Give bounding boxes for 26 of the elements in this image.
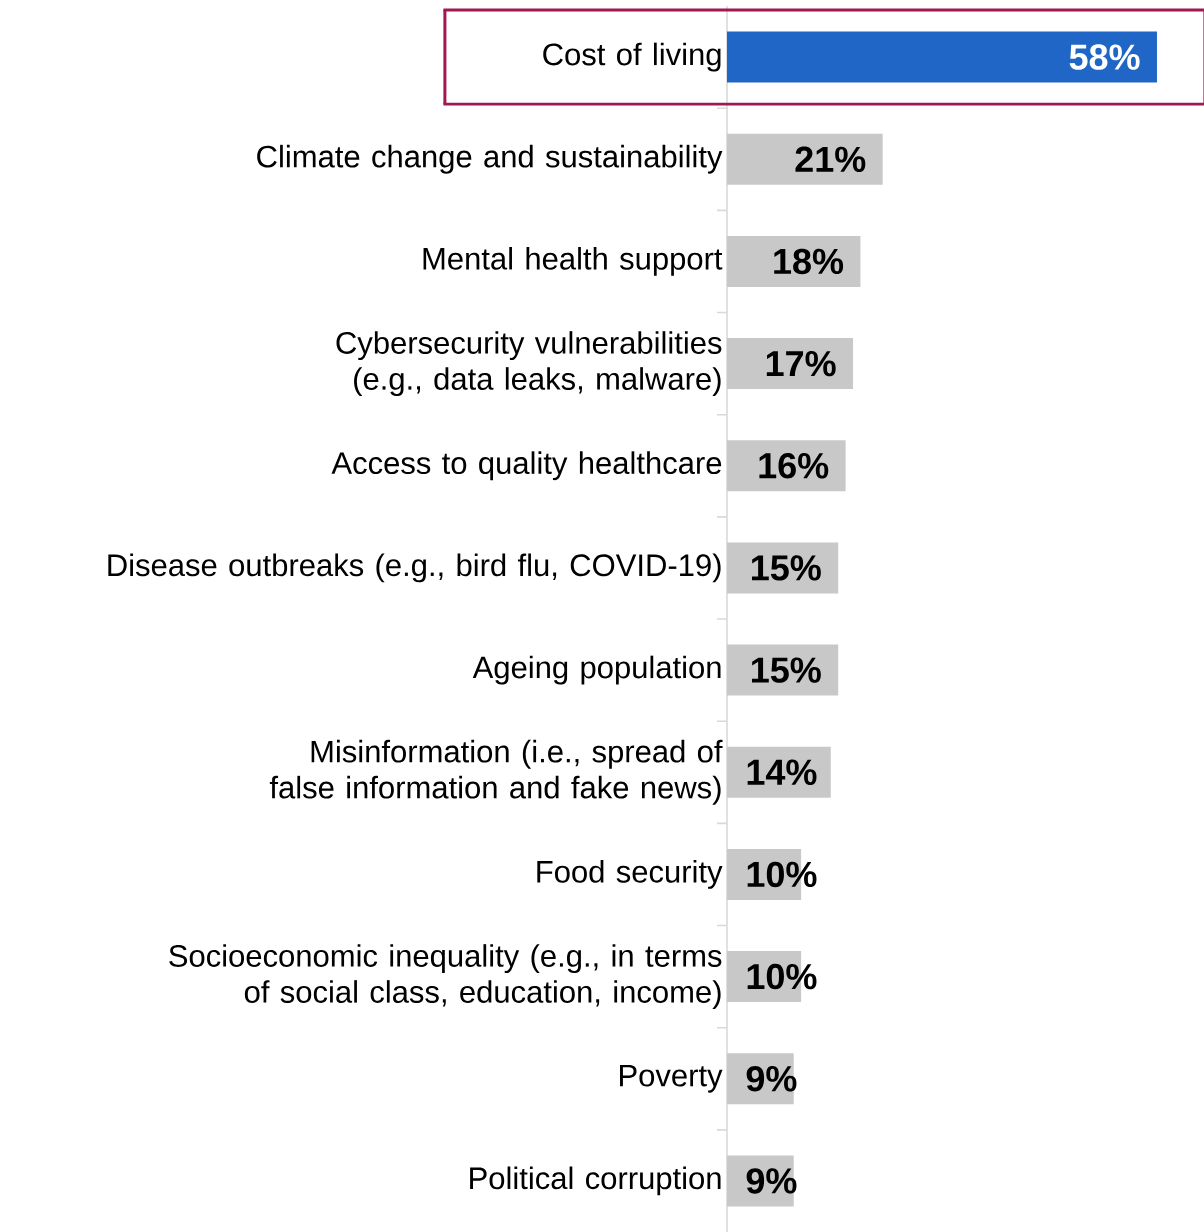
y-tick-label: Misinformation (i.e., spread of false information and fake news) [269, 739, 723, 805]
y-tick-label: Ageing population [472, 655, 721, 685]
data-label: 58% [1069, 44, 1140, 70]
y-tick-label: Access to quality healthcare [331, 451, 722, 481]
y-tick-label: Climate change and sustainability [257, 144, 723, 174]
data-label: 9% [746, 1168, 797, 1194]
y-tick-label: Socioeconomic inequality (e.g., in terms of social class, education, income) [169, 944, 722, 1010]
data-label: 10% [747, 963, 817, 990]
y-tick-label: Mental health support [423, 246, 723, 276]
bar [726, 133, 883, 185]
data-label: 18% [774, 248, 844, 275]
data-label: 16% [759, 453, 829, 479]
data-label: 15% [752, 657, 821, 683]
y-tick-label: Food security [537, 859, 723, 889]
y-tick-label: Poverty [620, 1064, 723, 1093]
data-label: 17% [766, 350, 836, 377]
y-tick-label: Disease outbreaks (e.g., bird flu, COVID-19) [108, 553, 721, 583]
data-label: 10% [747, 861, 817, 888]
data-label: 14% [747, 759, 817, 785]
data-label: 9% [746, 1066, 797, 1092]
y-tick-label: Cost of living [543, 42, 721, 72]
data-label: 21% [795, 146, 866, 172]
bar [726, 31, 1157, 83]
y-tick-label: Cybersecurity vulnerabilities (e.g., data leaks, malware) [336, 331, 722, 397]
data-label: 15% [752, 555, 821, 581]
y-tick-label: Political corruption [470, 1166, 721, 1196]
